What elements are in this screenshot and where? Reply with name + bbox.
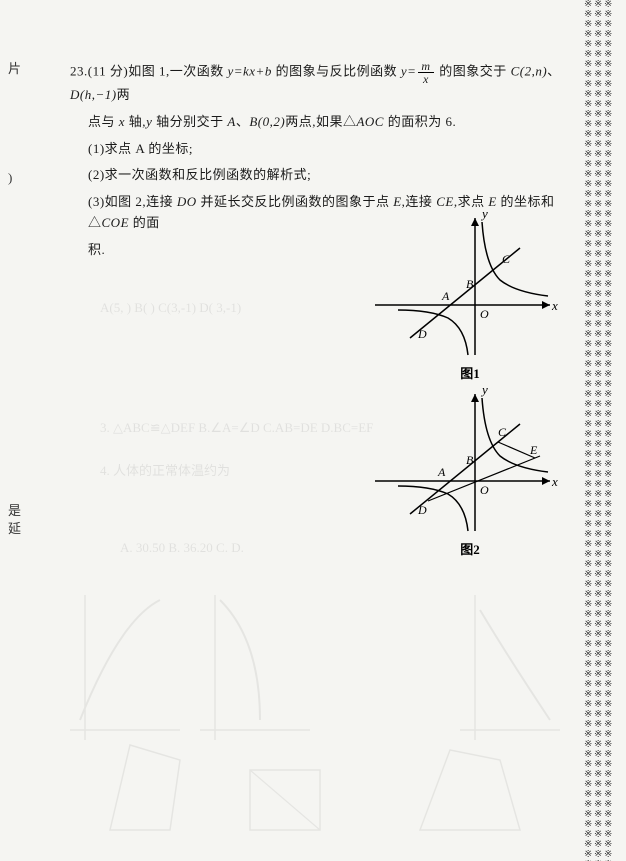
hyperbola-branch-2 xyxy=(398,486,468,531)
y-arrow xyxy=(471,394,479,402)
stem-text: 轴分别交于 xyxy=(152,114,227,129)
stem-text: 的面积为 6. xyxy=(384,114,456,129)
margin-mark: 延 xyxy=(8,518,21,537)
separator: 、 xyxy=(547,63,561,78)
problem-number: 23. xyxy=(70,63,88,78)
point-a: A xyxy=(227,114,235,129)
point-c-label: C xyxy=(498,425,507,439)
ghost-text: A(5, ) B( ) C(3,-1) D( 3,-1) xyxy=(100,300,241,316)
hyperbola-branch-1 xyxy=(482,222,548,296)
fraction-denominator: x xyxy=(418,73,433,85)
x-label: x xyxy=(551,474,558,489)
origin-label: O xyxy=(480,307,489,321)
point-c: C(2,n) xyxy=(511,63,548,78)
y-arrow xyxy=(471,218,479,226)
stem-text: 轴, xyxy=(125,114,146,129)
margin-mark: ) xyxy=(8,170,12,186)
point-e-label: E xyxy=(529,443,538,457)
point-d-label: D xyxy=(417,327,427,341)
stem-text: 如图 1,一次函数 xyxy=(128,63,227,78)
figures-container: y x O A B C D 图1 y x O A B C xyxy=(370,210,570,562)
figure-2-svg: y x O A B C D E xyxy=(370,386,560,536)
margin-mark: 是 xyxy=(8,500,21,519)
ghost-text: 3. △ABC≌△DEF B.∠A=∠D C.AB=DE D.BC=EF xyxy=(100,420,373,436)
problem-stem-line1: 23.(11 分)如图 1,一次函数 y=kx+b 的图象与反比例函数 y=mx… xyxy=(70,60,570,106)
stem-text: 、 xyxy=(236,114,250,129)
point-b-label: B xyxy=(466,453,474,467)
y-label: y xyxy=(480,386,488,397)
ghost-text: A. 30.50 B. 36.20 C. D. xyxy=(120,540,244,556)
figure-1: y x O A B C D 图1 xyxy=(370,210,570,382)
figure-1-svg: y x O A B C D xyxy=(370,210,560,360)
q3-text: ,求点 xyxy=(454,194,489,209)
x-label: x xyxy=(551,298,558,313)
segment-ce: CE xyxy=(436,194,454,209)
ghost-curves xyxy=(60,580,560,760)
point-d-label: D xyxy=(417,503,427,517)
point-a-label: A xyxy=(441,289,450,303)
figure-2-label: 图2 xyxy=(370,539,570,558)
fraction: mx xyxy=(418,60,433,85)
figure-2: y x O A B C D E 图2 xyxy=(370,386,570,558)
q3-text: 的面 xyxy=(129,215,160,230)
y-label: y xyxy=(480,210,488,221)
triangle-coe: COE xyxy=(102,215,130,230)
problem-stem-line2: 点与 x 轴,y 轴分别交于 A、B(0,2)两点,如果△AOC 的面积为 6. xyxy=(70,112,570,133)
triangle-aoc: AOC xyxy=(356,114,384,129)
equation: y= xyxy=(401,63,417,78)
point-b-label: B xyxy=(466,277,474,291)
hyperbola-branch-2 xyxy=(398,310,468,355)
border-column: ※※※※※※※※※※※※※※※※※※※※※※※※※※※※※※※※※※※※※※※※… xyxy=(584,0,594,861)
segment-do: DO xyxy=(177,194,197,209)
eq-rhs: kx+b xyxy=(243,63,272,78)
point-e: E xyxy=(393,194,401,209)
question-1: (1)求点 A 的坐标; xyxy=(70,139,570,160)
border-column: ※※※※※※※※※※※※※※※※※※※※※※※※※※※※※※※※※※※※※※※※… xyxy=(604,0,614,861)
margin-mark: 片 xyxy=(8,58,21,77)
q3-text: ,连接 xyxy=(402,194,437,209)
question-2: (2)求一次函数和反比例函数的解析式; xyxy=(70,165,570,186)
problem-points: (11 分) xyxy=(88,63,128,78)
x-arrow xyxy=(542,477,550,485)
point-a-label: A xyxy=(437,465,446,479)
stem-text: 两 xyxy=(117,87,131,102)
ghost-shapes xyxy=(80,740,540,850)
stem-text: 的图象交于 xyxy=(436,63,511,78)
figure-1-label: 图1 xyxy=(370,363,570,382)
point-c-label: C xyxy=(502,252,511,266)
stem-text: 两点,如果△ xyxy=(285,114,356,129)
q3-text: 并延长交反比例函数的图象于点 xyxy=(197,194,394,209)
q3-text: (3)如图 2,连接 xyxy=(88,194,177,209)
stem-text: 的图象与反比例函数 xyxy=(272,63,401,78)
ghost-text: 4. 人体的正常体温约为 xyxy=(100,460,230,479)
x-arrow xyxy=(542,301,550,309)
point-d: D(h,−1) xyxy=(70,87,117,102)
stem-text: 点与 xyxy=(88,114,119,129)
eq-lhs: y= xyxy=(401,63,417,78)
origin-label: O xyxy=(480,483,489,497)
decorative-border: ※※※※※※※※※※※※※※※※※※※※※※※※※※※※※※※※※※※※※※※※… xyxy=(584,0,618,861)
border-column: ※※※※※※※※※※※※※※※※※※※※※※※※※※※※※※※※※※※※※※※※… xyxy=(594,0,604,861)
eq-lhs: y= xyxy=(227,63,243,78)
equation: y=kx+b xyxy=(227,63,271,78)
point-b: B(0,2) xyxy=(249,114,285,129)
point-e: E xyxy=(488,194,496,209)
hyperbola-branch-1 xyxy=(482,398,548,472)
